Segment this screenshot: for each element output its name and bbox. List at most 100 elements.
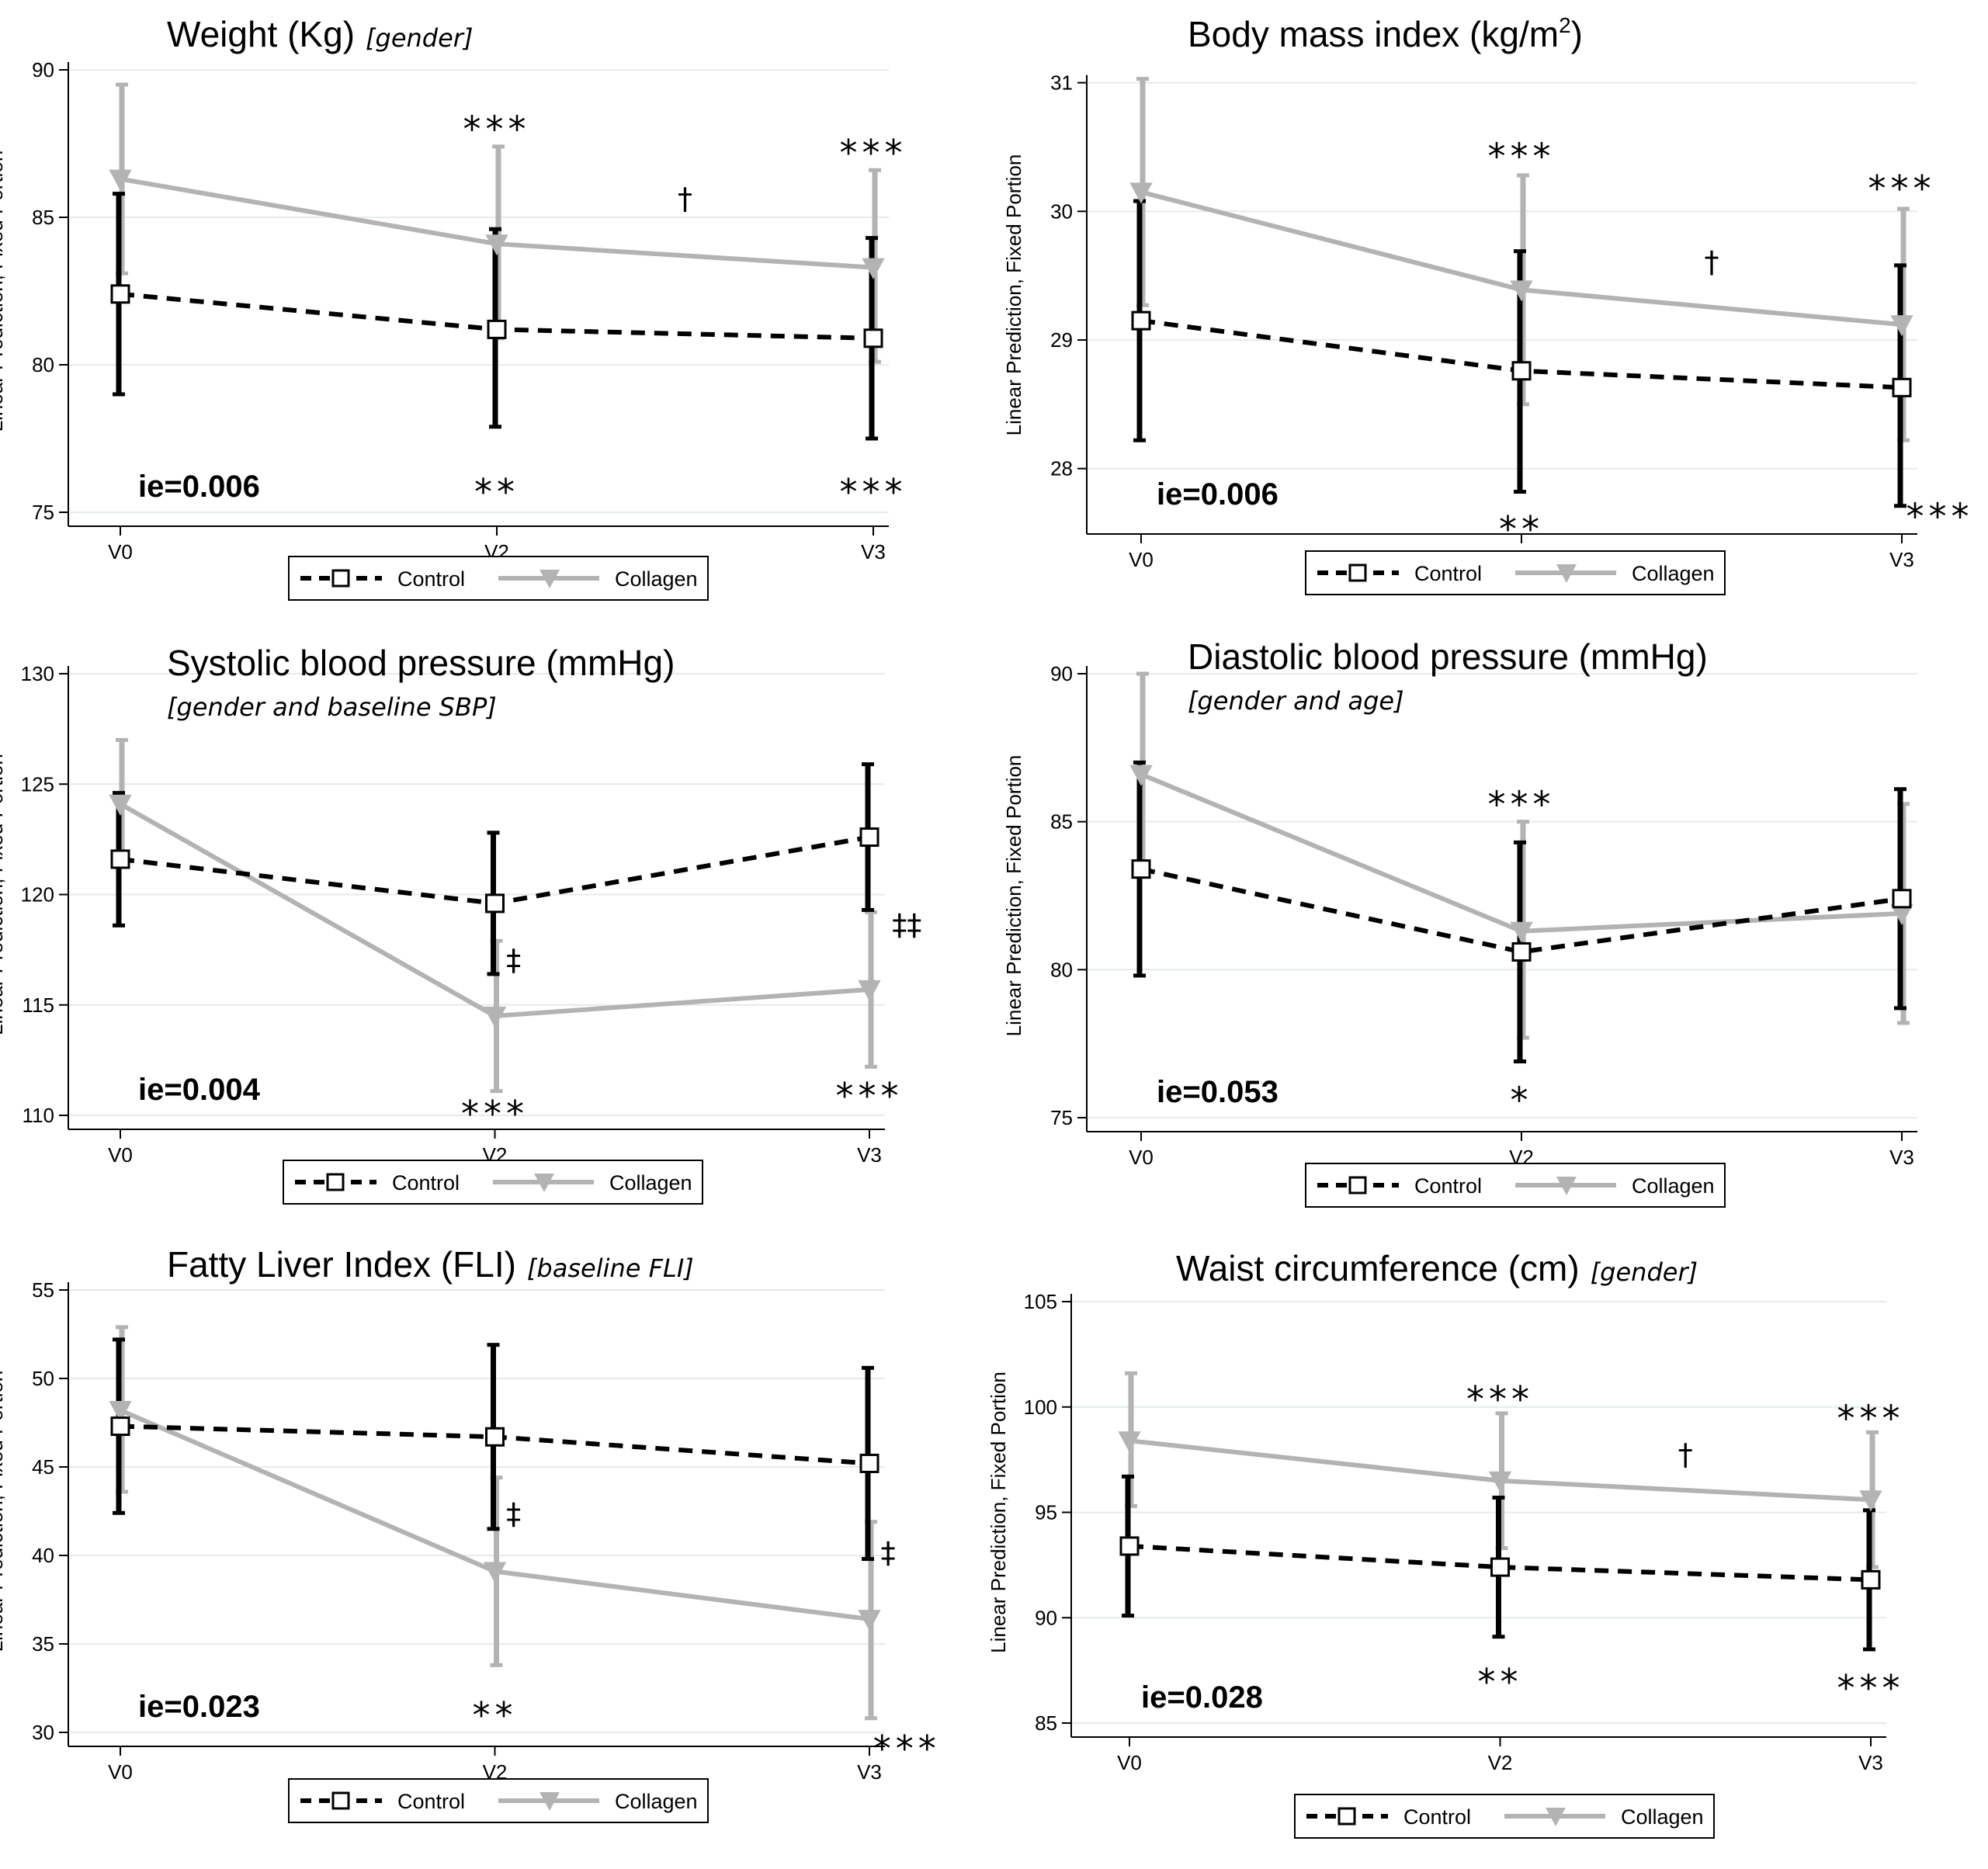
x-tick-label: V3	[857, 1143, 882, 1167]
data-point-collagen	[109, 1401, 132, 1423]
data-point-control	[110, 849, 130, 869]
y-tick-label: 85	[32, 206, 54, 229]
y-tick-label: 130	[21, 662, 54, 685]
legend-label-control: Control	[1403, 1805, 1471, 1829]
chart-panel-6: 85 90 95 100 105 V0 V2 V3 Linear Prediction, Fix…	[987, 1248, 1905, 1839]
x-tick-label: V3	[857, 1760, 882, 1784]
interaction-effect-label: ie=0.053	[1157, 1075, 1278, 1109]
interaction-effect-label: ie=0.006	[138, 470, 260, 504]
legend: Control Collagen	[1294, 1794, 1715, 1839]
chart-title-text: Fatty Liver Index (FLI)	[167, 1244, 516, 1285]
y-tick-label: 55	[32, 1278, 54, 1302]
data-point-control	[487, 319, 507, 339]
legend-label-control: Control	[392, 1171, 460, 1195]
legend-swatch-marker-collagen	[540, 570, 560, 588]
x-tick-label: V0	[108, 1760, 133, 1784]
significance-annotation: **	[474, 471, 519, 513]
legend-label-collagen: Collagen	[1632, 1174, 1715, 1198]
data-point-control	[1131, 310, 1151, 331]
chart-title: Waist circumference (cm) [gender]	[1176, 1248, 1698, 1288]
chart-title: Systolic blood pressure (mmHg)	[167, 643, 675, 683]
y-tick-label: 80	[32, 353, 54, 376]
chart-adjustment-qualifier: [gender and baseline SBP]	[167, 692, 497, 722]
y-axis-label: Linear Prediction, Fixed Portion	[0, 754, 7, 1035]
data-point-control	[1131, 859, 1151, 879]
legend-swatch-marker-collagen	[1546, 1808, 1566, 1826]
data-point-collagen	[483, 1006, 507, 1028]
series-line-control	[1129, 1543, 1872, 1583]
significance-annotation: ***	[1488, 135, 1556, 177]
data-point-collagen	[862, 258, 885, 279]
chart-adjustment-qualifier: [baseline FLI]	[527, 1254, 694, 1283]
data-point-control	[1490, 1557, 1510, 1577]
significance-annotation: †	[1705, 245, 1719, 279]
y-axis-label: Linear Prediction, Fixed Portion	[1002, 154, 1025, 436]
interaction-effect-label: ie=0.028	[1141, 1680, 1263, 1715]
data-point-control	[1511, 361, 1532, 381]
y-axis-label: Linear Prediction, Fixed Portion	[987, 1371, 1010, 1653]
significance-annotation: ***	[1466, 1378, 1534, 1420]
y-tick-label: 85	[1035, 1711, 1057, 1735]
data-point-control	[1511, 941, 1532, 962]
legend: Control Collagen	[1305, 1163, 1726, 1208]
significance-annotation: ***	[463, 109, 531, 151]
data-point-collagen	[1129, 765, 1153, 786]
legend-label-collagen: Collagen	[609, 1171, 692, 1195]
interaction-effect-label: ie=0.004	[138, 1073, 261, 1107]
significance-annotation: ***	[1837, 1397, 1905, 1439]
y-axis-label: Linear Prediction, Fixed Portion	[1002, 755, 1025, 1037]
significance-annotation: ***	[1868, 168, 1936, 210]
data-point-control	[863, 328, 883, 348]
data-point-collagen	[1129, 182, 1153, 204]
y-tick-label: 31	[1050, 71, 1073, 95]
y-tick-label: 30	[32, 1721, 54, 1744]
legend-swatch-marker-control	[1348, 563, 1367, 582]
x-tick-label: V2	[1488, 1751, 1513, 1774]
significance-annotation: **	[1499, 508, 1544, 550]
y-tick-label: 90	[1035, 1606, 1057, 1629]
significance-annotation: ***	[873, 1728, 941, 1770]
y-tick-label: 30	[1050, 199, 1073, 223]
y-tick-label: 50	[32, 1367, 54, 1390]
significance-annotation: ‡	[506, 943, 521, 977]
y-tick-label: 125	[21, 772, 54, 796]
data-point-control	[1892, 377, 1912, 397]
chart-title: Weight (Kg) [gender]	[167, 14, 473, 54]
data-point-collagen	[1510, 280, 1533, 302]
significance-annotation: †	[678, 182, 692, 216]
data-point-collagen	[1488, 1471, 1512, 1493]
legend-swatch-marker-control	[331, 1791, 350, 1810]
x-tick-label: V3	[1889, 1146, 1914, 1169]
legend-label-collagen: Collagen	[615, 567, 698, 591]
chart-title-suffix: )	[1571, 14, 1583, 54]
legend-swatch-marker-control	[1348, 1176, 1367, 1195]
y-tick-label: 28	[1050, 457, 1073, 480]
interaction-effect-label: ie=0.006	[1157, 477, 1278, 511]
data-point-control	[859, 1453, 880, 1473]
chart-adjustment-qualifier: [gender]	[366, 23, 473, 53]
legend-swatch-marker-collagen	[1556, 1177, 1577, 1195]
chart-panel-2: 28293031V0V2V3Linear Prediction, Fixed P…	[1002, 13, 1969, 595]
data-point-collagen	[109, 169, 132, 191]
legend: Control Collagen	[288, 556, 709, 601]
data-point-control	[485, 893, 505, 914]
significance-annotation: ‡	[881, 1536, 896, 1570]
data-point-control	[110, 284, 130, 304]
significance-annotation: ‡‡	[892, 907, 921, 941]
data-point-control	[1119, 1536, 1140, 1556]
legend-swatch-marker-control	[1337, 1807, 1356, 1826]
y-tick-label: 40	[32, 1544, 54, 1567]
legend-label-control: Control	[1414, 562, 1482, 585]
data-point-control	[859, 827, 880, 848]
significance-annotation: ***	[1488, 783, 1556, 825]
legend: Control Collagen	[288, 1778, 709, 1823]
y-tick-label: 115	[23, 993, 54, 1017]
significance-annotation: ***	[840, 132, 907, 174]
legend-label-control: Control	[1414, 1174, 1482, 1198]
data-point-control	[110, 1416, 130, 1437]
y-tick-label: 110	[23, 1104, 54, 1127]
